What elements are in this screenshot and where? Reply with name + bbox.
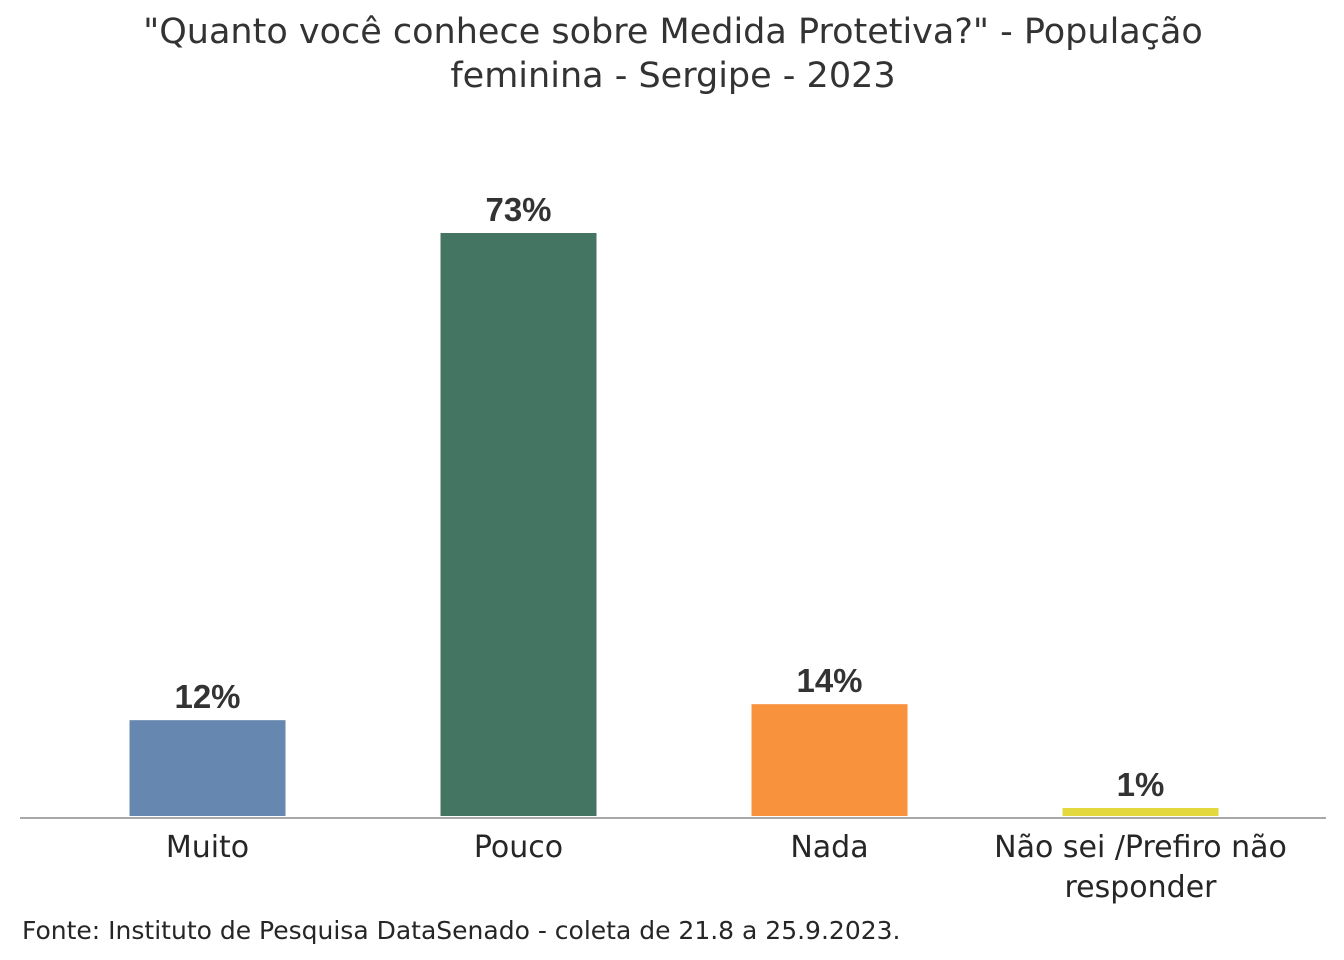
value-labels-group: 12% 73% 14% 1%	[174, 191, 1164, 803]
bar-2	[751, 704, 908, 816]
value-label-3: 1%	[1117, 766, 1165, 803]
category-label-3-line-0: Não sei /Prefiro não	[994, 830, 1287, 865]
value-label-0: 12%	[174, 678, 240, 715]
value-label-1: 73%	[485, 191, 551, 228]
value-label-2: 14%	[796, 662, 862, 699]
bar-1	[440, 233, 597, 816]
category-label-0: Muito	[166, 830, 249, 865]
chart-title-line-2: feminina - Sergipe - 2023	[450, 56, 895, 96]
bar-0	[129, 720, 286, 816]
bars-group	[129, 233, 1219, 816]
category-label-1: Pouco	[474, 830, 563, 865]
category-label-3-line-1: responder	[1064, 870, 1217, 905]
category-label-2: Nada	[790, 830, 868, 865]
chart-title-line-1: "Quanto você conhece sobre Medida Protet…	[143, 12, 1203, 52]
bar-3	[1062, 808, 1219, 816]
category-labels-group: Muito Pouco Nada Não sei /Prefiro não respon…	[166, 830, 1287, 905]
source-note: Fonte: Instituto de Pesquisa DataSenado …	[22, 916, 900, 945]
